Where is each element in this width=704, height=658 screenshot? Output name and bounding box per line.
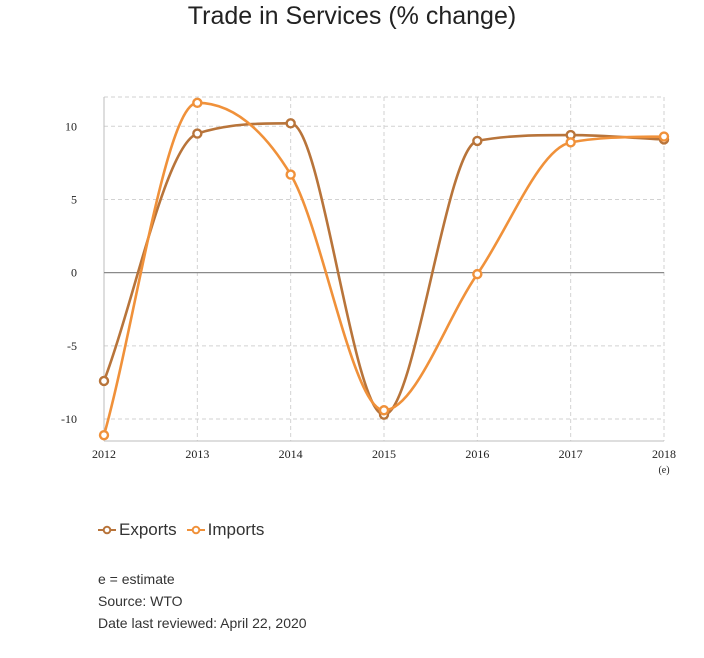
series-points [98,97,670,441]
imports-point-2016 [472,268,483,280]
legend-label-imports: Imports [207,520,265,539]
x-tick-label: 2017 [559,447,583,461]
line-chart: -10 -5 0 5 10 2012 2013 2014 2015 2016 2017 2018 (e) [61,96,676,476]
imports-series-line [102,101,665,436]
exports-point-2014 [285,118,296,129]
exports-point-2012 [98,375,110,387]
legend-item-imports[interactable]: Imports [186,520,265,540]
estimate-note: e = estimate [98,571,175,587]
imports-point-2014 [285,169,296,180]
series-lines [102,101,665,436]
x-tick-sublabel: (e) [658,465,669,476]
y-tick-label: 10 [65,119,77,133]
imports-point-2015 [378,405,390,416]
y-tick-label: 5 [71,192,77,206]
x-tick-label: 2014 [279,447,303,461]
x-tick-label: 2015 [372,447,396,461]
imports-point-2013 [192,97,203,109]
chart-notes: e = estimate Source: WTO Date last revie… [98,568,307,634]
x-tick-label: 2018 [652,447,676,461]
exports-point-2013 [192,128,203,139]
imports-legend-marker [186,525,205,535]
x-tick-label: 2012 [92,447,116,461]
exports-legend-marker [98,525,116,535]
exports-point-2016 [472,135,483,147]
chart-title: Trade in Services (% change) [187,2,517,30]
y-tick-label: -10 [61,412,77,426]
legend: Exports Imports [98,520,264,540]
legend-item-exports[interactable]: Exports [98,520,177,540]
x-tick-label: 2013 [185,447,209,461]
imports-point-2018 [658,131,670,142]
source-note: Source: WTO [98,593,183,609]
y-tick-label: -5 [67,339,77,353]
imports-point-2017 [565,137,576,148]
tick-labels: -10 -5 0 5 10 2012 2013 2014 2015 2016 2017 2018 (e) [61,119,676,476]
x-tick-label: 2016 [465,447,489,461]
y-tick-label: 0 [71,266,77,280]
grid [104,96,665,441]
legend-label-exports: Exports [119,520,177,539]
reviewed-note: Date last reviewed: April 22, 2020 [98,615,307,631]
imports-point-2012 [98,429,110,441]
